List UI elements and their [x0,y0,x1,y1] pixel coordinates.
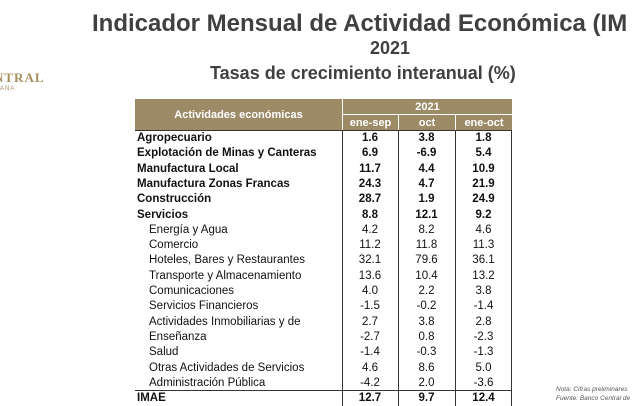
value-cell: 4.7 [418,177,435,190]
value-cell: 4.2 [362,223,378,236]
value-cell: 21.9 [472,177,495,190]
value-cell: 8.6 [418,361,435,374]
table: Actividades económicas 2021 ene-sep oct ene-… [135,99,512,406]
row-label: Servicios [137,208,189,221]
value-cell: 79.6 [415,254,438,267]
source: Fuente: Banco Central de [556,395,631,402]
value-cell: -0.3 [416,346,437,359]
row-label: Manufactura Local [137,162,239,175]
value-cell: 24.3 [358,177,382,190]
value-cell: 32.1 [358,254,382,267]
row-label: Comunicaciones [149,285,235,297]
value-cell: 9.2 [475,208,492,221]
row-label: Enseñanza [149,330,207,343]
group-header: 2021 [342,99,512,114]
column-rule [398,130,399,406]
row-label: Hoteles, Bares y Restaurantes [149,254,305,267]
value-cell: 36.1 [472,254,495,267]
row-label: Manufactura Zonas Francas [137,177,290,190]
value-cell: 4.4 [418,162,435,175]
value-cell: 5.4 [475,147,492,160]
value-cell: -0.2 [416,300,437,313]
value-cell: 8.8 [362,208,378,221]
value-cell: 11.3 [472,239,495,252]
column-rule [455,130,456,406]
value-cell: 12.7 [358,392,382,405]
value-cell: -1.4 [473,300,494,313]
value-cell: 10.9 [472,162,495,175]
value-cell: 1.8 [475,132,492,144]
value-cell: -3.6 [473,376,494,389]
row-label: Construcción [137,193,212,206]
column-header: oct [398,114,455,130]
header-rule [135,130,512,131]
row-label: Agropecuario [137,132,212,144]
logo-text: NTRAL [0,70,45,85]
label-header: Actividades económicas [135,99,342,130]
row-label: Actividades Inmobiliarias y de [149,315,301,328]
value-cell: -4.2 [360,376,380,389]
value-cell: 2.8 [475,315,492,328]
row-label: Salud [149,346,179,359]
column-rule [511,130,512,406]
value-cell: 6.9 [362,147,378,160]
value-cell: 2.0 [418,376,435,389]
value-cell: -2.7 [360,330,380,343]
title: Indicador Mensual de Actividad Económica… [92,10,628,37]
row-rule [135,390,512,392]
value-cell: 1.9 [418,193,435,206]
row-label: Explotación de Minas y Canteras [137,147,317,160]
value-cell: 1.6 [362,132,378,144]
note: Nota: Cifras preliminares [556,386,628,393]
value-cell: -1.5 [360,300,380,313]
year: 2021 [369,38,411,58]
value-cell: 2.7 [362,315,378,328]
value-cell: 9.7 [418,392,435,405]
value-cell: -6.9 [416,147,437,160]
value-cell: 8.2 [418,223,435,236]
value-cell: 28.7 [358,193,382,206]
value-cell: 2.2 [418,285,435,297]
column-header: ene-oct [455,114,512,130]
value-cell: -1.3 [473,346,494,359]
value-cell: 3.8 [418,315,435,328]
column-header: ene-sep [342,114,398,130]
value-cell: 13.2 [472,269,495,282]
value-cell: 5.0 [475,361,492,374]
value-cell: 4.0 [362,285,378,297]
value-cell: 4.6 [362,361,378,374]
value-cell: 3.8 [418,132,435,144]
value-cell: 11.2 [359,239,381,252]
value-cell: 4.6 [475,223,492,236]
value-cell: 10.4 [415,269,438,282]
value-cell: 3.8 [475,285,492,297]
row-label: Servicios Financieros [149,300,259,313]
value-cell: 12.1 [415,208,438,221]
value-cell: 11.8 [415,239,438,252]
value-cell: 0.8 [418,330,435,343]
value-cell: 11.7 [359,162,381,175]
value-cell: 13.6 [358,269,382,282]
value-cell: 24.9 [472,193,495,206]
row-label: Energía y Agua [149,223,228,236]
value-cell: -1.4 [360,346,380,359]
value-cell: -2.3 [473,330,494,343]
row-label: Otras Actividades de Servicios [149,361,305,374]
logo-subtext: ANA [0,86,16,92]
column-rule [342,130,343,406]
row-label: Comercio [149,239,199,252]
row-label: Administración Pública [149,376,266,389]
subtitle: Tasas de crecimiento interanual (%) [210,63,516,83]
row-label: IMAE [137,392,166,405]
value-cell: 12.4 [472,392,495,405]
row-label: Transporte y Almacenamiento [149,269,302,282]
